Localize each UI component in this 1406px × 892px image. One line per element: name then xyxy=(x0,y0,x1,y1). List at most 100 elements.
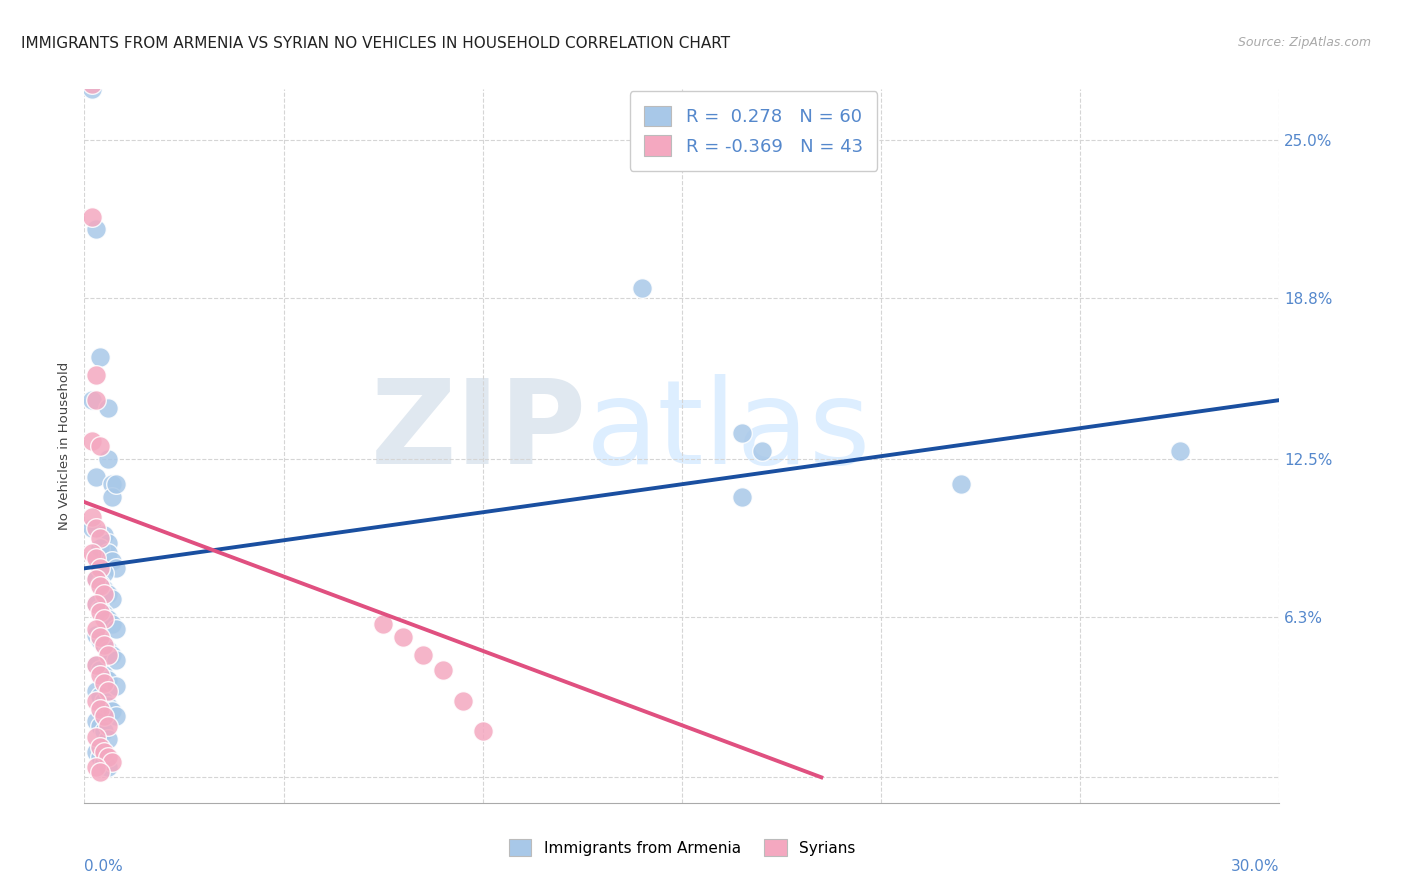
Point xyxy=(86,658,108,673)
Point xyxy=(86,393,108,408)
Point xyxy=(86,694,108,708)
Point xyxy=(97,587,120,601)
Point xyxy=(86,469,108,483)
Point xyxy=(97,648,120,662)
Point xyxy=(89,576,111,591)
Point xyxy=(86,222,108,236)
Point xyxy=(93,566,115,581)
Point xyxy=(89,630,111,644)
Point xyxy=(97,546,120,560)
Point xyxy=(731,426,754,441)
Point xyxy=(86,520,108,534)
Point xyxy=(93,694,115,708)
Point xyxy=(101,477,124,491)
Point xyxy=(82,393,104,408)
Text: Source: ZipAtlas.com: Source: ZipAtlas.com xyxy=(1237,36,1371,49)
Point xyxy=(101,554,124,568)
Point xyxy=(105,561,128,575)
Point xyxy=(86,551,108,566)
Point xyxy=(949,477,972,491)
Point xyxy=(82,546,104,560)
Point xyxy=(101,755,124,769)
Point xyxy=(86,368,108,382)
Point xyxy=(97,719,120,733)
Point xyxy=(82,82,104,96)
Point xyxy=(86,658,108,673)
Point xyxy=(89,750,111,764)
Point xyxy=(97,698,120,713)
Point xyxy=(89,531,111,545)
Point xyxy=(93,755,115,769)
Point xyxy=(86,572,108,586)
Point xyxy=(89,739,111,754)
Point xyxy=(101,490,124,504)
Point xyxy=(97,760,120,774)
Point xyxy=(93,607,115,622)
Point xyxy=(82,510,104,524)
Point xyxy=(97,536,120,550)
Point xyxy=(86,627,108,641)
Point xyxy=(97,451,120,466)
Point xyxy=(93,528,115,542)
Text: 30.0%: 30.0% xyxy=(1232,859,1279,874)
Point xyxy=(451,694,474,708)
Point xyxy=(89,350,111,364)
Point xyxy=(97,643,120,657)
Point xyxy=(82,434,104,448)
Point xyxy=(105,623,128,637)
Point xyxy=(101,617,124,632)
Point xyxy=(93,668,115,682)
Point xyxy=(751,444,773,458)
Point xyxy=(471,724,494,739)
Point xyxy=(731,490,754,504)
Point xyxy=(86,714,108,729)
Point xyxy=(105,653,128,667)
Point xyxy=(105,679,128,693)
Point xyxy=(93,709,115,723)
Point xyxy=(392,630,415,644)
Point xyxy=(89,663,111,677)
Point xyxy=(86,745,108,759)
Point xyxy=(101,591,124,606)
Text: ZIP: ZIP xyxy=(370,375,586,489)
Point xyxy=(89,668,111,682)
Point xyxy=(631,281,654,295)
Point xyxy=(89,701,111,715)
Point xyxy=(89,719,111,733)
Point xyxy=(412,648,434,662)
Point xyxy=(86,597,108,611)
Point xyxy=(93,612,115,626)
Point xyxy=(82,520,104,534)
Point xyxy=(105,709,128,723)
Point xyxy=(93,587,115,601)
Point xyxy=(89,579,111,593)
Point xyxy=(93,638,115,652)
Point xyxy=(86,683,108,698)
Point xyxy=(97,750,120,764)
Point xyxy=(97,732,120,747)
Y-axis label: No Vehicles in Household: No Vehicles in Household xyxy=(58,362,72,530)
Point xyxy=(105,477,128,491)
Point xyxy=(1168,444,1191,458)
Text: atlas: atlas xyxy=(586,375,872,489)
Point xyxy=(93,676,115,690)
Point xyxy=(373,617,395,632)
Text: 0.0%: 0.0% xyxy=(84,859,124,874)
Point xyxy=(89,689,111,703)
Point xyxy=(86,597,108,611)
Text: IMMIGRANTS FROM ARMENIA VS SYRIAN NO VEHICLES IN HOUSEHOLD CORRELATION CHART: IMMIGRANTS FROM ARMENIA VS SYRIAN NO VEH… xyxy=(21,36,730,51)
Point xyxy=(97,401,120,415)
Point xyxy=(93,724,115,739)
Point xyxy=(86,730,108,744)
Point xyxy=(89,605,111,619)
Point xyxy=(97,683,120,698)
Point xyxy=(82,210,104,224)
Point xyxy=(97,673,120,688)
Point xyxy=(89,561,111,575)
Point xyxy=(86,623,108,637)
Point xyxy=(93,745,115,759)
Point xyxy=(86,760,108,774)
Point xyxy=(82,77,104,91)
Point xyxy=(89,602,111,616)
Point xyxy=(432,663,454,677)
